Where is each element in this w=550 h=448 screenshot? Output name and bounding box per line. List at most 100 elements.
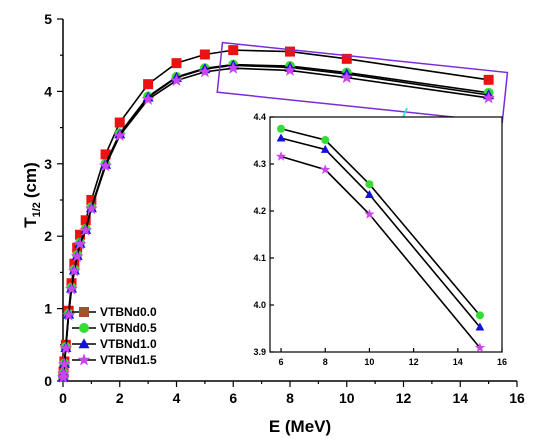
y-tick-label: 1 (44, 301, 52, 317)
inset-data-point (275, 151, 287, 161)
inset-y-tick-label: 4.2 (253, 206, 266, 216)
inset-series-line (280, 137, 481, 328)
data-point (113, 128, 127, 142)
data-point (67, 264, 81, 277)
inset-data-point (364, 208, 375, 219)
data-point (100, 149, 111, 160)
data-point (69, 258, 80, 269)
data-point (341, 53, 352, 64)
y-axis-title-unit: (cm) (21, 162, 40, 198)
inset-plot: 6 8 10 12 14 16 3.9 4.0 4.1 4.2 4.3 4.4 (253, 112, 507, 367)
inset-y-tick-label: 4.3 (253, 159, 266, 169)
main-series (56, 45, 496, 383)
inset-x-tick-label: 8 (323, 357, 328, 367)
inset-data-point (276, 133, 286, 142)
data-point (199, 49, 210, 60)
data-point (59, 341, 73, 354)
data-point (228, 45, 239, 56)
series-line (62, 67, 489, 378)
inset-x-tick-label: 10 (364, 357, 374, 367)
inset-y-tick-label: 4.0 (253, 300, 266, 310)
inset-y-tick-label: 4.4 (253, 112, 266, 122)
data-point (285, 46, 295, 57)
legend-marker (79, 323, 89, 333)
legend-item: VTBNd1.0 (72, 337, 157, 351)
inset-y-ticks: 3.9 4.0 4.1 4.2 4.3 4.4 (253, 112, 274, 357)
data-point (340, 70, 354, 84)
legend-item: VTBNd0.5 (72, 321, 157, 335)
data-point (483, 74, 494, 85)
x-tick-label: 4 (173, 390, 181, 406)
inset-x-tick-label: 14 (453, 357, 463, 367)
data-point (171, 58, 182, 69)
inset-data-point (475, 322, 485, 331)
y-tick-label: 0 (44, 373, 52, 389)
legend: VTBNd0.0 VTBNd0.5 VTBNd1.0 VTBNd1.5 (72, 305, 157, 367)
y-tick-label: 3 (44, 156, 52, 172)
inset-x-ticks: 6 8 10 12 14 16 (279, 348, 507, 367)
main-y-ticks: 0 1 2 3 4 5 (44, 11, 63, 389)
x-tick-label: 6 (229, 390, 237, 406)
data-point (99, 159, 112, 172)
x-tick-label: 2 (116, 390, 124, 406)
inset-x-tick-label: 12 (409, 357, 419, 367)
inset-data-point (365, 189, 374, 198)
x-tick-label: 8 (286, 390, 294, 406)
data-point (58, 357, 71, 370)
inset-y-tick-label: 4.1 (253, 253, 266, 263)
legend-marker (79, 307, 89, 317)
y-axis-title: T1/2 (cm) (21, 162, 43, 228)
inset-series (275, 124, 486, 353)
x-tick-label: 16 (509, 390, 525, 406)
series-VTBNd1.5 (56, 61, 496, 383)
x-tick-label: 0 (59, 390, 67, 406)
data-point (283, 63, 297, 76)
inset-data-point (277, 124, 286, 133)
inset-data-point (365, 180, 374, 189)
data-point (482, 91, 496, 104)
data-point (84, 201, 98, 215)
inset-x-tick-label: 6 (279, 357, 284, 367)
main-x-ticks: 0 2 4 6 8 10 12 14 16 (59, 381, 525, 406)
data-point (141, 92, 155, 105)
highlight-box (216, 41, 509, 123)
data-point (65, 282, 78, 295)
legend-label: VTBNd0.5 (100, 321, 157, 335)
inset-data-point (320, 164, 331, 175)
inset-series-line (280, 127, 481, 316)
inset-data-point (475, 311, 484, 320)
x-tick-label: 12 (396, 390, 412, 406)
inset-series-line (280, 155, 481, 349)
data-point (114, 117, 125, 128)
inset-data-point (321, 136, 330, 145)
inset-series-VTBNd0.5 (277, 124, 484, 320)
data-point (62, 308, 76, 321)
data-point (75, 229, 86, 240)
inset-data-point (474, 342, 486, 353)
inset-series-VTBNd1.0 (276, 133, 485, 331)
legend-marker (78, 338, 90, 349)
legend-label: VTBNd1.5 (100, 353, 157, 367)
x-tick-label: 10 (339, 390, 355, 406)
data-point (170, 73, 183, 86)
inset-y-tick-label: 3.9 (253, 347, 266, 357)
data-point (143, 79, 154, 90)
legend-label: VTBNd0.0 (100, 305, 157, 319)
data-point (79, 223, 93, 236)
data-point (73, 237, 87, 250)
y-tick-label: 4 (44, 83, 52, 99)
x-tick-label: 14 (452, 390, 468, 406)
y-axis-title-base: T (21, 217, 40, 228)
y-tick-label: 2 (44, 228, 52, 244)
data-point (70, 249, 84, 262)
legend-item: VTBNd0.0 (72, 305, 157, 319)
legend-marker (77, 353, 91, 366)
data-point (56, 370, 70, 383)
data-point (86, 195, 97, 205)
inset-series-VTBNd1.5 (275, 151, 486, 353)
data-point (80, 215, 91, 226)
inset-data-point (320, 144, 330, 153)
data-point (57, 367, 70, 380)
x-axis-title: E (MeV) (269, 417, 331, 436)
